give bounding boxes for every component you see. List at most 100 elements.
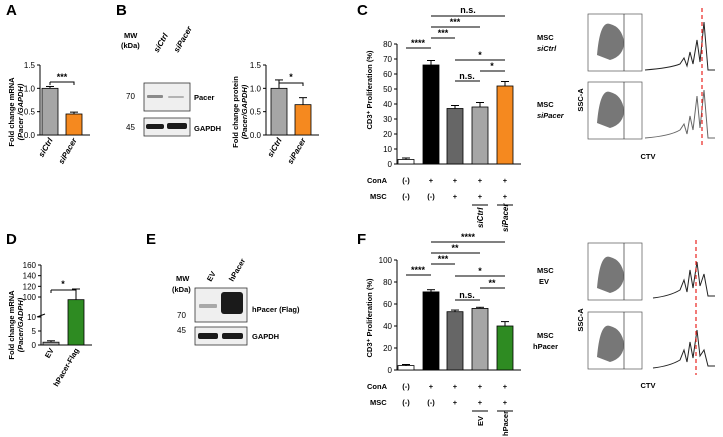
b-band-gapdh-2 [167, 123, 187, 129]
f-cona-label: ConA [367, 382, 388, 391]
chart-c: CD3⁺ Proliferation (%) 0 10 20 30 40 50 60 70 80… [365, 5, 521, 232]
f-flow-label-2a: MSC [537, 331, 554, 340]
f-ssc-label: SSC-A [576, 308, 585, 332]
b-bar [294, 104, 312, 136]
d-category-label: EV [43, 347, 56, 360]
a-bar [41, 87, 59, 136]
a-ytick-label: 1.0 [24, 84, 36, 93]
c-sig-2: *** [438, 28, 449, 38]
blot-e: MW (kDa) EV hPacer 70 45 hPacer (Flag) G… [172, 257, 300, 346]
c-sig-4: n.s. [460, 5, 476, 15]
f-ytick-label: 0 [388, 366, 393, 375]
c-ssc-label: SSC-A [576, 88, 585, 112]
a-ytick-label: 0.5 [24, 108, 36, 117]
a-ylabel-1: Fold change mRNA [7, 77, 16, 147]
c-sig-7: * [490, 61, 494, 71]
f-cona-sign: + [503, 382, 508, 391]
a-category-label: siPacer [57, 136, 79, 166]
c-bar [422, 64, 440, 165]
c-cona-label: ConA [367, 176, 388, 185]
f-sig-4: **** [461, 232, 476, 242]
panel-letter-e: E [146, 231, 156, 248]
f-msc-label: MSC [370, 398, 387, 407]
f-dot-cluster-1 [597, 256, 624, 293]
chart-a: Fold change mRNA (Pacer /GAPDH) 0.0 0.5 1.… [7, 61, 90, 166]
c-msc-sign: + [453, 192, 458, 201]
chart-b: Fold change protein (Pacer/GAPDH) 0.0 0.5… [231, 61, 319, 166]
c-msc-sign: + [503, 192, 508, 201]
c-ytick-label: 20 [383, 130, 392, 139]
flow-c: MSC siCtrl MSC siPacer SSC-A CTV [537, 8, 715, 161]
b-ytick-label: 0.5 [250, 108, 262, 117]
b-bar [270, 87, 288, 136]
c-bar [496, 85, 514, 165]
c-flow-label-1a: MSC [537, 33, 554, 42]
c-ytick-label: 60 [383, 70, 392, 79]
f-flow-label-2b: hPacer [533, 342, 558, 351]
b-band-pacer-1 [147, 95, 163, 98]
d-bar [42, 341, 60, 346]
c-sig-1: **** [411, 38, 426, 48]
a-category-label: siCtrl [37, 136, 55, 159]
f-ytick-label: 40 [383, 322, 392, 331]
c-sig-5: n.s. [459, 71, 475, 81]
b-category-label: siPacer [286, 136, 308, 166]
c-ytick-label: 50 [383, 85, 392, 94]
b-band-gapdh-1 [146, 124, 164, 129]
flow-f: MSC EV MSC hPacer SSC-A CTV [533, 240, 715, 390]
f-msc-sign: + [478, 398, 483, 407]
f-sig-2: *** [438, 254, 449, 264]
e-band-flag-1 [199, 304, 217, 308]
b-mw-label-2: (kDa) [121, 41, 140, 50]
blot-b: MW (kDa) siCtrl siPacer 70 45 Pacer GAPD… [121, 24, 221, 137]
b-ytick-label: 0.0 [250, 131, 262, 140]
e-band-flag-label: hPacer (Flag) [252, 305, 300, 314]
f-histogram-1 [652, 261, 715, 299]
c-ctv-label: CTV [641, 152, 656, 161]
c-dot-cluster-1 [597, 23, 624, 60]
b-ytick-label: 1.0 [250, 84, 262, 93]
c-ylabel: CD3⁺ Proliferation (%) [365, 50, 374, 129]
d-ytick-label: 100 [23, 293, 37, 302]
b-lane-1: siCtrl [152, 31, 170, 54]
f-flow-label-1b: EV [539, 277, 549, 286]
b-mw-70: 70 [126, 92, 135, 101]
b-band-gapdh-label: GAPDH [194, 124, 221, 133]
f-ytick-label: 100 [379, 256, 393, 265]
d-sig: * [61, 279, 65, 289]
e-mw-70: 70 [177, 311, 186, 320]
b-band-pacer-2 [168, 96, 184, 98]
f-cona-sign: + [478, 382, 483, 391]
e-mw-45: 45 [177, 326, 186, 335]
a-sig-bracket [49, 81, 75, 85]
panel-letter-d: D [6, 231, 17, 248]
c-bar [471, 106, 489, 165]
f-ytick-label: 20 [383, 344, 392, 353]
c-cona-sign: + [478, 176, 483, 185]
f-bar [496, 325, 514, 371]
c-flow-label-2a: MSC [537, 100, 554, 109]
f-sig-brackets: **** *** ** **** n.s. * ** [406, 232, 505, 301]
d-ylabel-1: Fold change mRNA [7, 290, 16, 360]
panel-letter-c: C [357, 2, 368, 19]
c-ytick-label: 70 [383, 55, 392, 64]
c-flow-label-1b: siCtrl [537, 44, 557, 53]
d-ytick-label: 160 [23, 261, 37, 270]
f-bar [422, 291, 440, 371]
c-cona-sign: + [503, 176, 508, 185]
f-bar [446, 311, 464, 371]
d-ytick-label: 120 [23, 282, 37, 291]
e-band-gapdh-2 [222, 333, 243, 339]
f-msc-sign: + [453, 398, 458, 407]
f-sig-7: ** [488, 278, 496, 288]
f-msc-sign: (-) [402, 398, 410, 407]
f-bar [397, 365, 415, 371]
b-mw-45: 45 [126, 123, 135, 132]
d-ytick-label: 0 [32, 341, 37, 350]
a-ytick-label: 0.0 [24, 131, 36, 140]
c-msc-label: MSC [370, 192, 387, 201]
a-bar [65, 113, 83, 136]
c-histogram-1 [644, 21, 715, 71]
